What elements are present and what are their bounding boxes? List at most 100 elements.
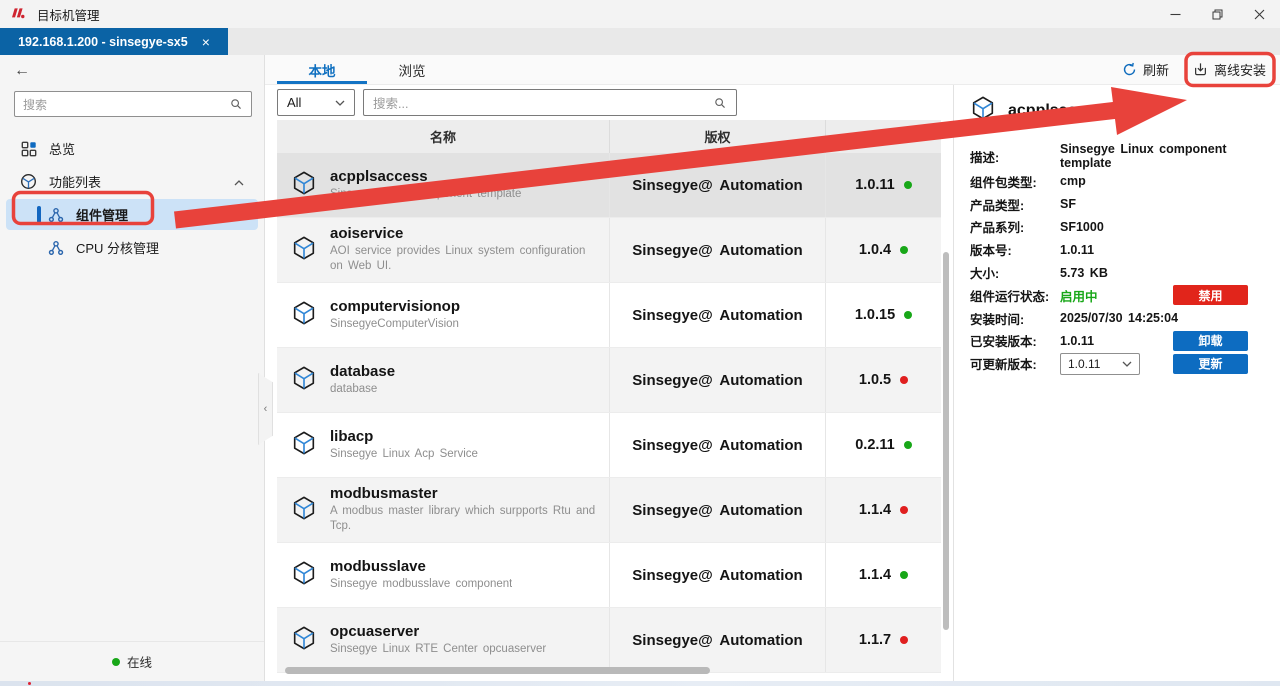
component-copyright: Sinsegye@ Automation (610, 218, 826, 282)
sidebar-search-input[interactable]: 搜索 (14, 91, 252, 117)
table-horizontal-scrollbar[interactable] (285, 667, 933, 674)
main-tabbar: 本地 浏览 刷新 离线安装 (265, 55, 1280, 85)
background-window-dot (28, 682, 31, 685)
table-body: acpplsaccess Sinsegye Linux component te… (277, 153, 941, 673)
table-row[interactable]: modbusslave Sinsegye modbusslave compone… (277, 543, 941, 608)
field-label: 可更新版本: (970, 358, 1037, 373)
updatable-version-select[interactable]: 1.0.11 (1060, 352, 1140, 375)
field-value: 5.73 KB (1060, 265, 1108, 280)
component-copyright: Sinsegye@ Automation (610, 543, 826, 607)
component-version: 0.2.11 (826, 413, 941, 477)
update-button[interactable]: 更新 (1173, 353, 1248, 374)
component-description: Sinsegye Linux Acp Service (330, 447, 478, 460)
component-copyright: Sinsegye@ Automation (610, 283, 826, 347)
sidebar-collapse-handle[interactable]: ‹ (258, 373, 273, 445)
table-row[interactable]: modbusmaster A modbus master library whi… (277, 478, 941, 543)
status-dot (900, 571, 909, 579)
table-row[interactable]: computervisionop SinsegyeComputerVision … (277, 283, 941, 348)
details-field-row: 描述: Sinsegye Linux component template (970, 142, 1280, 170)
sidebar-item-cpu-core-management[interactable]: CPU 分核管理 (6, 232, 258, 263)
component-copyright: Sinsegye@ Automation (610, 413, 826, 477)
component-details-panel: acpplsaccess 描述: Sinsegye Linux componen… (953, 85, 1280, 681)
component-description: AOI service provides Linux system config… (330, 244, 586, 273)
table-row[interactable]: aoiservice AOI service provides Linux sy… (277, 218, 941, 283)
close-button[interactable] (1238, 0, 1280, 28)
offline-install-label: 离线安装 (1213, 63, 1266, 78)
minimize-icon (1170, 13, 1180, 15)
updatable-version-value: 1.0.11 (1068, 356, 1101, 371)
details-field-row: 组件包类型: cmp (970, 170, 1280, 193)
sidebar-item-label: 总览 (49, 142, 76, 157)
background-window-sliver (0, 681, 1280, 686)
table-row[interactable]: acpplsaccess Sinsegye Linux component te… (277, 153, 941, 218)
field-label: 大小: (970, 267, 1000, 282)
sidebar-item-overview[interactable]: 总览 (6, 133, 258, 164)
field-label: 组件包类型: (970, 175, 1037, 190)
sidebar-item-label: 组件管理 (76, 208, 129, 223)
tab-browse[interactable]: 浏览 (398, 63, 426, 79)
table-row[interactable]: database database Sinsegye@ Automation 1… (277, 348, 941, 413)
scrollbar-thumb[interactable] (943, 252, 949, 630)
sidebar-item-function-list[interactable]: 功能列表 (6, 166, 258, 197)
disable-button[interactable]: 禁用 (1173, 285, 1248, 306)
sidebar-item-label: CPU 分核管理 (76, 241, 160, 256)
connection-tabstrip: 192.168.1.200 - sinsegye-sx5 × (0, 28, 1280, 55)
component-name: modbusslave (330, 557, 426, 575)
status-dot (900, 376, 909, 384)
category-filter-select[interactable]: All (277, 89, 355, 116)
field-value: 1.0.11 (1060, 242, 1095, 257)
refresh-button[interactable]: 刷新 (1122, 60, 1169, 79)
offline-install-button[interactable]: 离线安装 (1193, 60, 1266, 79)
download-icon (1195, 63, 1206, 76)
package-icon (291, 560, 317, 591)
chevron-up-icon[interactable] (234, 174, 244, 189)
component-description: Sinsegye modbusslave component (330, 577, 513, 590)
connection-tab-close-icon[interactable]: × (201, 33, 210, 50)
package-icon (291, 495, 317, 526)
details-field-row: 产品类型: SF (970, 193, 1280, 216)
package-icon (291, 430, 317, 461)
details-field-row: 版本号: 1.0.11 (970, 238, 1280, 261)
field-label: 产品系列: (970, 221, 1025, 236)
component-table: 名称 版权 acpplsaccess Sinsegye Linux compon… (277, 120, 941, 681)
app-logo-icon (10, 7, 28, 22)
chevron-down-icon (1122, 361, 1132, 367)
status-dot (900, 506, 909, 514)
connection-status: 在线 (0, 641, 264, 681)
uninstall-button[interactable]: 卸载 (1173, 330, 1248, 351)
scrollbar-thumb[interactable] (285, 667, 710, 674)
component-description: Sinsegye Linux RTE Center opcuaserver (330, 642, 547, 655)
install-time-row: 安装时间: 2025/07/30 14:25:04 (970, 307, 1280, 330)
online-status-label: 在线 (126, 656, 152, 670)
field-label: 版本号: (970, 244, 1012, 259)
component-version: 1.0.11 (826, 153, 941, 217)
component-description: A modbus master library which surpports … (330, 504, 596, 533)
sidebar-item-component-management[interactable]: 组件管理 (6, 199, 258, 230)
field-value: SF1000 (1060, 219, 1104, 234)
restore-button[interactable] (1196, 0, 1238, 28)
column-header-version (826, 120, 941, 153)
package-icon (291, 170, 317, 201)
component-version: 1.1.4 (826, 543, 941, 607)
sidebar: ← 搜索 总览 (0, 55, 265, 681)
field-value: cmp (1060, 174, 1086, 189)
minimize-button[interactable] (1154, 0, 1196, 28)
refresh-icon (1123, 62, 1136, 76)
connection-tab-label: 192.168.1.200 - sinsegye-sx5 (18, 34, 188, 49)
table-vertical-scrollbar[interactable] (941, 238, 951, 681)
selected-indicator (37, 206, 41, 223)
main-panel: 本地 浏览 刷新 离线安装 (265, 55, 1280, 681)
tab-local[interactable]: 本地 (277, 55, 367, 84)
component-copyright: Sinsegye@ Automation (610, 153, 826, 217)
component-search-input[interactable]: 搜索... (363, 89, 737, 116)
run-state-value: 启用中 (1060, 289, 1098, 304)
back-arrow-icon[interactable]: ← (14, 62, 30, 79)
table-row[interactable]: libacp Sinsegye Linux Acp Service Sinseg… (277, 413, 941, 478)
status-dot (903, 181, 912, 189)
table-row[interactable]: opcuaserver Sinsegye Linux RTE Center op… (277, 608, 941, 673)
window-title: 目标机管理 (37, 8, 100, 23)
field-value: Sinsegye Linux component template (1060, 142, 1227, 170)
component-version: 1.0.4 (826, 218, 941, 282)
field-label: 产品类型: (970, 198, 1025, 213)
connection-tab[interactable]: 192.168.1.200 - sinsegye-sx5 × (0, 28, 228, 55)
